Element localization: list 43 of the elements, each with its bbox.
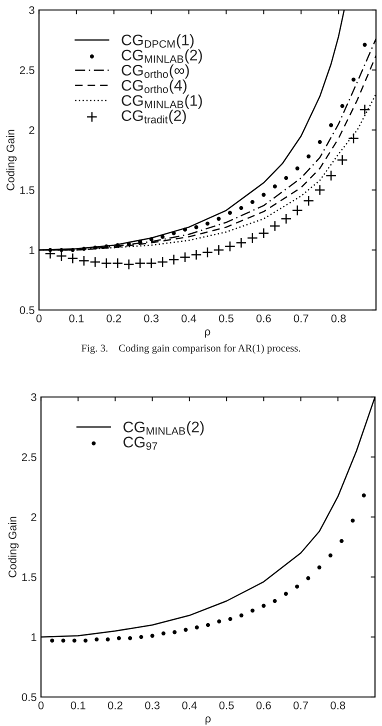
legend-label: CG$_{DPCM}$(1) (122, 34, 194, 48)
x-tick-label: 0.8 (330, 701, 346, 710)
legend-label: CG$_{ortho}$(4) (122, 80, 187, 94)
y-tick-label: 1 (30, 246, 34, 254)
y-tick-label: 2 (29, 126, 34, 134)
x-tick-label: 0.6 (256, 314, 271, 322)
x-tick-label: 0.5 (218, 314, 234, 322)
x-tick-label: 0.7 (294, 314, 308, 322)
x-tick-label: 0.2 (108, 701, 122, 710)
x-tick-label: 0 (36, 314, 42, 322)
legend-label: CG$_{MINLAB}$(2) (123, 421, 204, 436)
y-tick-label: 1.5 (22, 573, 36, 582)
x-tick-label: 0.3 (144, 314, 159, 322)
y-axis-title: Coding Gain (6, 130, 17, 190)
y-tick-label: 1 (32, 633, 36, 642)
x-tick-label: 0.3 (145, 701, 160, 710)
caption: Fig. 3. Coding gain comparison for AR(1) process. (82, 344, 300, 354)
legend-label: CG$_{tradit}$(2) (122, 110, 186, 124)
y-axis-title: Coding Gain (8, 516, 19, 578)
legend-label: CG$_{ortho}$(∞) (122, 64, 189, 79)
x-tick-label: 0 (38, 701, 44, 710)
x-tick-label: 0.4 (181, 314, 196, 322)
y-tick-label: 0.5 (22, 693, 36, 702)
x-axis-title: ρ (205, 329, 210, 338)
x-axis-title: ρ (206, 716, 211, 725)
legend-label: CG$_{MINLAB}$(2) (122, 49, 202, 64)
y-tick-label: 2 (31, 513, 36, 522)
x-tick-label: 0.2 (106, 314, 122, 322)
legend-label: CG$_{97}$ (123, 436, 158, 450)
y-tick-label: 1.5 (20, 186, 34, 194)
x-tick-label: 0.4 (182, 701, 197, 710)
x-tick-label: 0.6 (256, 701, 271, 710)
x-tick-label: 0.7 (293, 701, 308, 710)
y-tick-label: 2.5 (22, 453, 36, 462)
x-tick-label: 0.1 (70, 701, 86, 710)
x-tick-label: 0.8 (331, 314, 346, 322)
legend-label: CG$_{MINLAB}$(1) (122, 94, 202, 109)
y-tick-label: 2.5 (20, 66, 34, 74)
y-tick-label: 3 (31, 393, 36, 402)
x-tick-label: 0.1 (69, 314, 84, 322)
y-tick-label: 3 (29, 6, 34, 14)
y-tick-label: 0.5 (20, 306, 34, 314)
x-tick-label: 0.5 (219, 701, 234, 710)
